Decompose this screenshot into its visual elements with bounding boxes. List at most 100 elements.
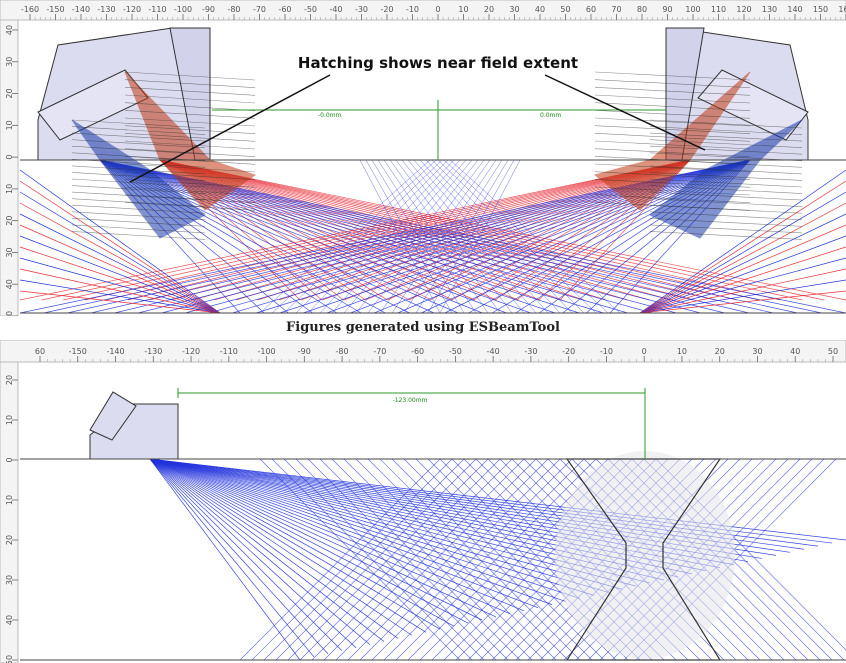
right-blue-hatch-stripe [649, 165, 803, 175]
ruler-tick-label: 60 [586, 5, 596, 14]
ruler-tick-label: 40 [790, 347, 800, 356]
center-ray [271, 159, 437, 314]
left-blue-hatch-stripe [71, 218, 206, 227]
center-ray [425, 159, 573, 314]
right-red-hatch-stripe [594, 102, 751, 111]
right-blue-hatch-stripe [649, 152, 803, 162]
left-red-hatch-stripe [124, 148, 256, 157]
side-ruler-tick-label: 40 [5, 25, 14, 35]
left-red-hatch-stripe [124, 163, 256, 173]
center-ray [449, 159, 621, 314]
side-ruler-tick-label: 20 [5, 375, 14, 385]
right-blue-hatch-stripe [649, 191, 803, 201]
side-ruler-bar [0, 19, 19, 316]
right-blue-hatch-stripe [649, 224, 803, 234]
right-red-hatch-stripe [594, 140, 751, 150]
right-red-hatch-stripe [594, 110, 751, 119]
side-ruler-tick-label: 0 [5, 457, 14, 462]
ruler-tick-label: -50 [304, 5, 317, 14]
callout-text: Hatching shows near field extent [298, 54, 578, 72]
ray [63, 159, 691, 301]
side-ruler-tick-label: 10 [5, 120, 14, 130]
side-ruler-tick-label: 30 [5, 247, 14, 257]
center-ray [295, 159, 449, 314]
side-ruler-tick-label: 20 [5, 535, 14, 545]
reflected-ray [367, 458, 569, 661]
bottom-ruler: 60 -150 -140 -130 -120 -110 -100 -90 -80 -70 -60 -5… [0, 340, 846, 363]
reflected-ray [383, 458, 585, 661]
right-blue-hatch-stripe [649, 178, 803, 188]
reflected-ray [307, 458, 509, 661]
center-ray [283, 159, 443, 314]
reflected-ray [335, 458, 537, 661]
reflected-ray [271, 458, 473, 661]
top-figure-canvas: -160 -150 -140 -130 -120 -110 -100 -90 -80 -70 -60… [0, 0, 846, 316]
edge-ray [19, 169, 221, 314]
ray [106, 159, 691, 301]
left-red-hatch-stripe [124, 71, 256, 81]
right-blue-hatch-stripe [649, 231, 803, 240]
right-blue-hatch-stripe [649, 159, 803, 168]
reflected-ray [283, 458, 485, 661]
ruler-tick-label: -90 [298, 347, 311, 356]
ruler-tick-label: -30 [524, 347, 537, 356]
ruler-tick-label: -140 [106, 347, 124, 356]
ruler-bar [0, 340, 846, 363]
edge-ray [639, 191, 846, 314]
ruler-tick-label: -100 [174, 5, 192, 14]
left-blue-hatch [71, 119, 206, 239]
left-blue-hatch-stripe [71, 198, 206, 207]
ruler-tick-label: -130 [97, 5, 115, 14]
right-red-hatch-stripe [594, 94, 751, 104]
reflected-ray [355, 458, 557, 661]
left-red-hatch-stripe [124, 125, 256, 134]
ruler-tick-label: -120 [123, 5, 141, 14]
left-blue-hatch-stripe [71, 178, 206, 188]
reflected-ray [239, 458, 441, 661]
center-ray [431, 159, 585, 314]
right-probe-outer [697, 69, 809, 141]
center-ray [371, 159, 465, 314]
right-red-hatch-stripe [594, 87, 751, 96]
ruler-tick-label: 40 [535, 5, 545, 14]
ruler-tick-label: -60 [278, 5, 291, 14]
callout-pointer-left [129, 74, 331, 183]
center-ray [419, 159, 561, 314]
ruler-tick-label: 0 [642, 347, 647, 356]
right-blue-hatch-stripe [649, 211, 803, 221]
ruler-tick-label: -10 [600, 347, 613, 356]
left-red-hatch-stripe [124, 87, 256, 96]
ruler-tick-label: -80 [336, 347, 349, 356]
ruler-tick-label: -20 [562, 347, 575, 356]
edge-ray [639, 246, 846, 314]
edge-ray [639, 290, 846, 314]
ruler-tick-label: 60 [35, 347, 45, 356]
ruler-tick-label: -60 [411, 347, 424, 356]
left-red-hatch-stripe [124, 117, 256, 127]
edge-ray [639, 169, 846, 314]
reflected-ray [343, 458, 545, 661]
center-ray [359, 159, 441, 314]
bottom-probe [89, 391, 137, 441]
left-blue-hatch-stripe [71, 204, 206, 214]
side-ruler-tick-label: 40 [5, 615, 14, 625]
ruler-tick-label: -120 [182, 347, 200, 356]
top-dimension: -0.0mm 0.0mm [212, 100, 666, 160]
bottom-figure-canvas: 60 -150 -140 -130 -120 -110 -100 -90 -80 -70 -60 -5… [0, 340, 846, 663]
ruler-tick-label: -70 [373, 347, 386, 356]
ruler-tick-label: 100 [685, 5, 700, 14]
side-ruler-tick-label: 0 [5, 155, 14, 160]
ray [127, 159, 691, 301]
right-red-hatch-stripe [594, 79, 751, 88]
center-ray [427, 159, 515, 314]
ruler-tick-label: -100 [257, 347, 275, 356]
edge-ray [639, 279, 846, 314]
left-red-hatch-stripe [124, 94, 256, 104]
edge-ray [19, 246, 221, 314]
edge-ray [639, 257, 846, 314]
top-dimension-right-label: 0.0mm [540, 112, 561, 119]
ruler-tick-label: 50 [560, 5, 570, 14]
edge-ray [639, 202, 846, 314]
ruler-tick-label: 30 [509, 5, 519, 14]
left-blue-hatch-stripe [71, 185, 206, 194]
